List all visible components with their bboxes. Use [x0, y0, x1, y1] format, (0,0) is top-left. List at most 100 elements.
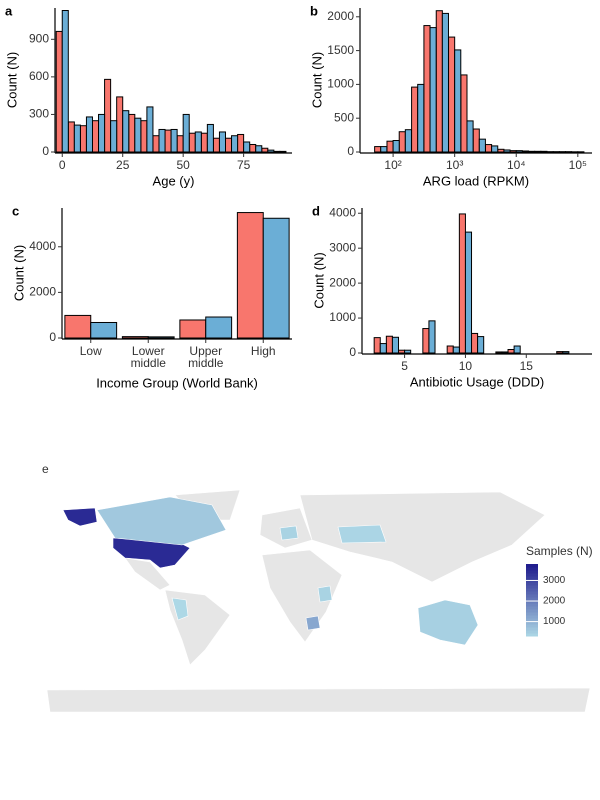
y-tick-label: 1000: [329, 310, 356, 324]
bar: [423, 25, 431, 153]
bar: [194, 131, 202, 153]
bar: [146, 106, 154, 153]
y-tick-label: 2000: [29, 285, 56, 299]
bar: [140, 120, 148, 153]
y-tick-label: 2000: [329, 275, 356, 289]
bar: [122, 110, 130, 153]
colorbar-step: [526, 627, 538, 631]
colorbar-step: [526, 564, 538, 568]
bar: [484, 144, 493, 153]
colorbar-step: [526, 591, 538, 595]
x-tick-label: 10²: [384, 158, 401, 172]
bar: [267, 149, 275, 153]
bar: [417, 83, 425, 153]
bar: [243, 141, 251, 153]
bar: [446, 345, 454, 354]
y-tick-label: 2000: [327, 9, 354, 23]
bar: [435, 10, 443, 153]
bar: [466, 120, 474, 153]
colorbar-step: [526, 603, 538, 607]
country: [96, 496, 227, 546]
y-tick-label: 500: [334, 110, 354, 124]
bar: [513, 345, 521, 354]
bar: [188, 132, 196, 153]
bar: [182, 113, 190, 153]
bar: [454, 49, 462, 153]
colorbar-step: [526, 594, 538, 598]
panel-label: b: [310, 3, 318, 18]
x-tick-label: 10: [459, 359, 473, 373]
country: [305, 615, 321, 631]
x-tick-label: High: [251, 344, 276, 358]
bar: [134, 117, 142, 153]
y-tick-label: 4000: [29, 239, 56, 253]
panel-label: c: [12, 203, 19, 218]
bar: [497, 148, 505, 153]
bar: [164, 129, 172, 153]
country: [317, 585, 333, 603]
world-map: [46, 489, 591, 713]
bar: [460, 74, 468, 153]
x-axis-title: ARG load (RPKM): [423, 173, 529, 188]
y-tick-label: 900: [29, 31, 49, 45]
bar: [73, 124, 81, 153]
country: [62, 507, 98, 527]
country: [417, 599, 479, 646]
colorbar-step: [526, 606, 538, 610]
colorbar-step: [526, 567, 538, 571]
x-tick-label-line: middle: [131, 356, 167, 370]
y-tick-label: 1500: [327, 43, 354, 57]
land: [124, 557, 171, 591]
bar: [64, 314, 92, 339]
bar: [501, 351, 509, 354]
bar: [398, 349, 406, 354]
bar: [398, 131, 406, 153]
bar: [205, 316, 233, 339]
bar: [249, 143, 257, 153]
bar: [404, 349, 412, 354]
bar: [231, 135, 239, 153]
colorbar-step: [526, 609, 538, 613]
bar: [273, 150, 281, 153]
x-tick-label: 75: [237, 158, 251, 172]
bar: [116, 96, 124, 153]
bar: [509, 150, 517, 153]
bar: [404, 129, 412, 153]
bar: [85, 116, 93, 153]
bar: [521, 150, 530, 153]
bar: [452, 346, 460, 354]
bar: [262, 217, 290, 339]
bar: [540, 150, 548, 153]
bar: [67, 121, 75, 153]
bar: [158, 128, 166, 153]
country: [171, 597, 189, 621]
bar: [386, 140, 394, 153]
bar: [471, 332, 479, 354]
y-tick-label: 0: [42, 144, 49, 158]
y-tick-label: 1000: [327, 77, 354, 91]
country: [337, 524, 387, 544]
bar: [212, 137, 220, 153]
bar: [55, 30, 63, 153]
bar: [472, 128, 480, 153]
bar: [379, 343, 387, 354]
panel-label: a: [5, 3, 13, 18]
y-axis-title: Count (N): [4, 52, 19, 108]
bar: [61, 10, 69, 153]
colorbar-tick-label: 2000: [543, 596, 566, 607]
bar: [428, 320, 436, 354]
colorbar-step: [526, 570, 538, 574]
colorbar-step: [526, 585, 538, 589]
bar: [218, 131, 226, 153]
bar: [261, 147, 269, 153]
x-tick-label: 15: [520, 359, 534, 373]
bar: [176, 135, 184, 153]
land: [299, 491, 546, 583]
bar: [128, 113, 136, 153]
colorbar-step: [526, 597, 538, 601]
bar: [464, 231, 473, 354]
bar: [110, 120, 118, 153]
y-tick-label: 0: [49, 330, 56, 344]
bar: [458, 213, 466, 354]
bar: [121, 336, 149, 339]
